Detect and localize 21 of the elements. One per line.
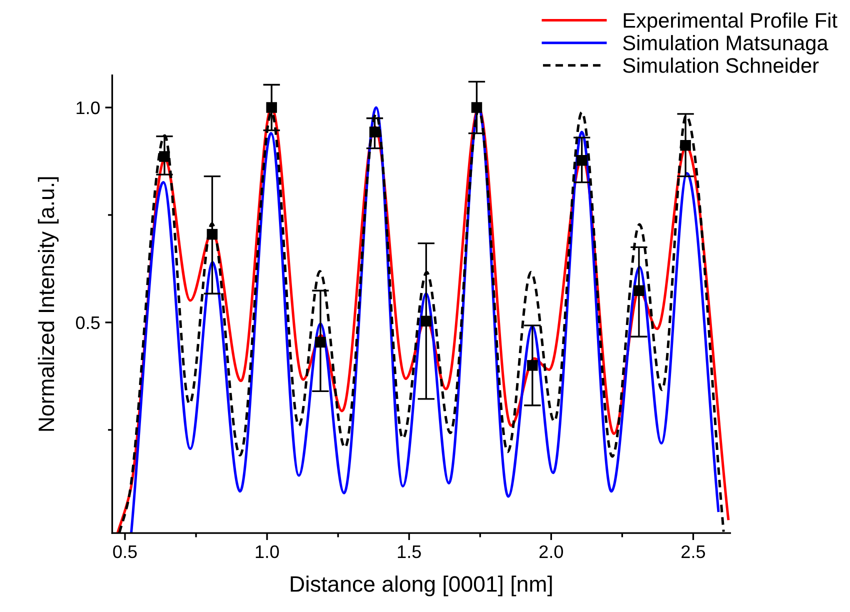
point: [576, 155, 588, 166]
x-tick-label: 2.5: [682, 545, 706, 558]
legend-label: Simulation Matsunaga: [623, 35, 828, 54]
point: [315, 336, 326, 348]
point: [527, 360, 538, 371]
point: [369, 126, 380, 138]
point: [206, 228, 218, 240]
legend-label: Simulation Schneider: [623, 58, 819, 73]
point: [420, 316, 432, 327]
point: [471, 102, 482, 113]
legend-label: Experimental Profile Fit: [624, 12, 838, 32]
x-tick-label: 1.0: [256, 545, 279, 558]
x-axis-title: Distance along [0001] [nm]: [290, 576, 552, 596]
point: [266, 102, 277, 113]
point: [159, 151, 170, 162]
y-axis-title: Normalized Intensity [a.u.]: [38, 177, 59, 431]
point: [680, 140, 691, 151]
point: [634, 285, 644, 296]
x-tick-label: 1.5: [398, 546, 421, 558]
x-tick-label: 0.5: [113, 545, 137, 558]
x-tick-label: 2.0: [540, 545, 563, 558]
